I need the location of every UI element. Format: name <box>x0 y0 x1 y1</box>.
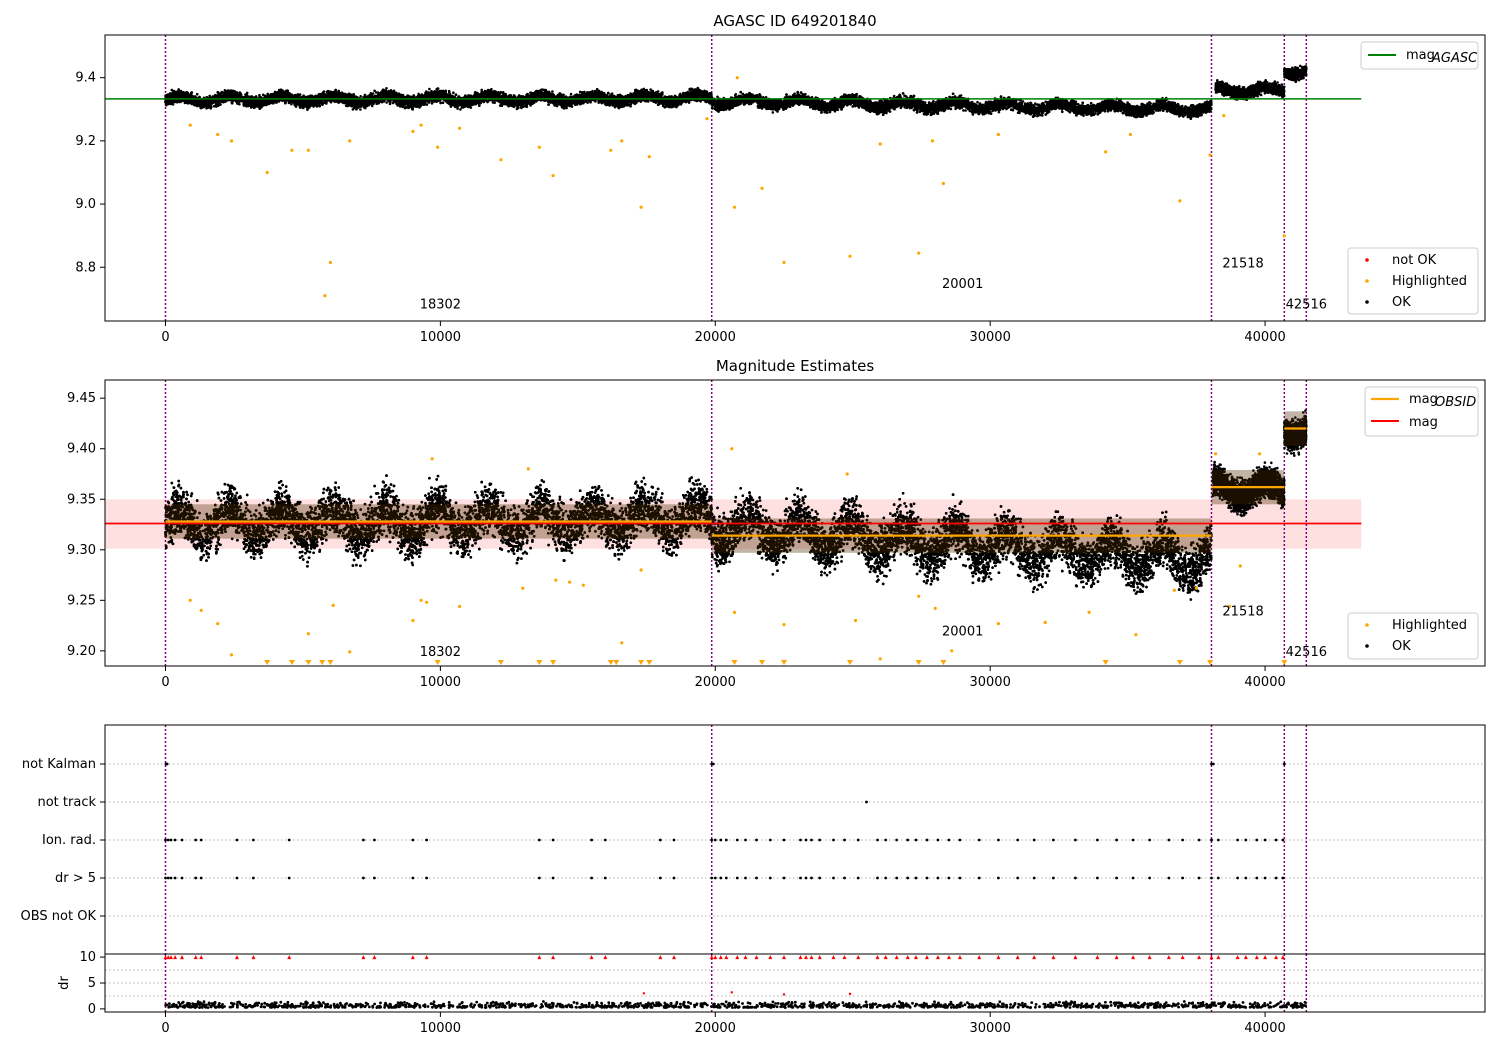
ok-point <box>551 90 554 93</box>
agasc-panel: AGASC ID 649201840 18302200012151842516 … <box>75 12 1485 345</box>
agasc-plot-area <box>105 35 1485 321</box>
ok-point <box>452 91 455 94</box>
agasc-title: AGASC ID 649201840 <box>713 12 876 30</box>
